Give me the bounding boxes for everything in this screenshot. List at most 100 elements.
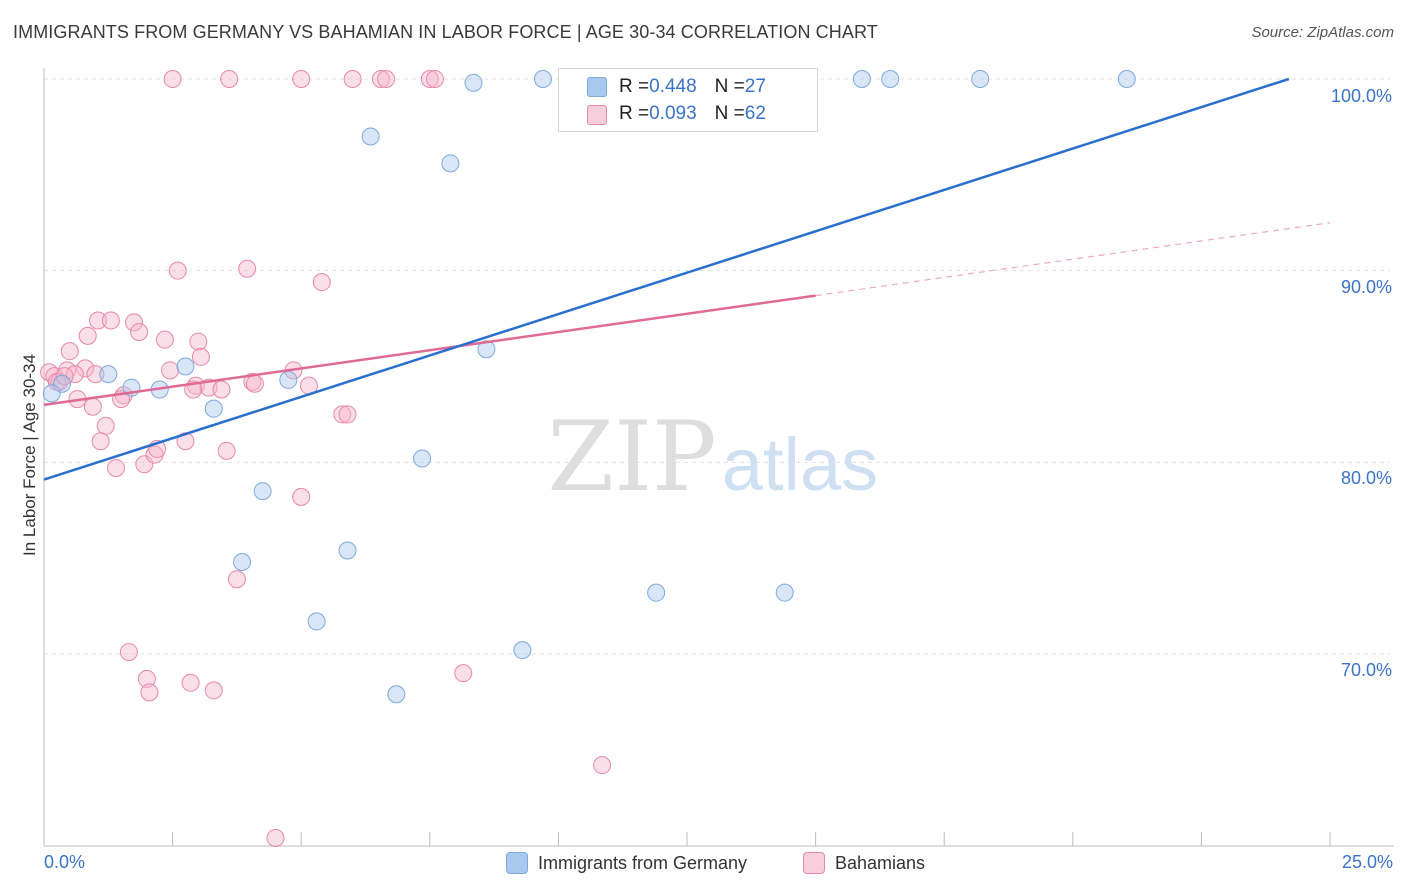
point-germany bbox=[441, 154, 460, 173]
point-bahamians bbox=[119, 643, 138, 662]
watermark: ZIP atlas bbox=[547, 401, 878, 513]
point-germany bbox=[852, 70, 871, 88]
point-bahamians bbox=[312, 273, 331, 292]
legend-item-bahamians: Bahamians bbox=[803, 852, 925, 874]
stats-swatch-germany bbox=[587, 77, 607, 97]
point-bahamians bbox=[181, 673, 200, 692]
point-germany bbox=[387, 685, 406, 704]
legend-item-germany: Immigrants from Germany bbox=[506, 852, 747, 874]
point-germany bbox=[253, 482, 272, 501]
point-germany bbox=[413, 449, 432, 468]
point-bahamians bbox=[130, 323, 149, 341]
point-germany bbox=[307, 612, 326, 631]
point-bahamians bbox=[338, 405, 357, 424]
y-tick-label-100: 100.0% bbox=[1330, 86, 1392, 106]
point-bahamians bbox=[91, 432, 110, 451]
r-value-bahamians: 0.093 bbox=[649, 103, 697, 124]
point-germany bbox=[775, 583, 794, 602]
point-bahamians bbox=[238, 259, 257, 278]
point-germany bbox=[99, 365, 118, 384]
point-bahamians bbox=[292, 70, 311, 88]
stats-row-germany: R = 0.448 N = 27 bbox=[619, 75, 766, 99]
point-bahamians bbox=[137, 669, 156, 688]
point-germany bbox=[233, 553, 252, 571]
point-germany bbox=[513, 641, 532, 660]
bahamians-points bbox=[40, 70, 612, 847]
point-bahamians bbox=[168, 261, 187, 280]
legend-label-bahamians: Bahamians bbox=[835, 852, 926, 873]
point-bahamians bbox=[161, 361, 180, 380]
point-germany bbox=[464, 73, 483, 92]
point-bahamians bbox=[227, 570, 246, 589]
chart-title: IMMIGRANTS FROM GERMANY VS BAHAMIAN IN L… bbox=[13, 22, 878, 42]
r-value-germany: 0.448 bbox=[649, 76, 697, 97]
point-germany bbox=[361, 127, 380, 146]
point-bahamians bbox=[60, 342, 79, 361]
point-bahamians bbox=[140, 683, 159, 702]
trendline-bahamians bbox=[43, 294, 816, 407]
trendline-germany bbox=[43, 77, 1290, 481]
gridlines bbox=[44, 78, 1390, 655]
source-credit: Source: ZipAtlas.com bbox=[1251, 24, 1394, 41]
point-bahamians bbox=[593, 756, 612, 775]
legend-label-germany: Immigrants from Germany bbox=[538, 852, 748, 873]
watermark-atlas: atlas bbox=[722, 423, 878, 506]
point-germany bbox=[477, 340, 496, 359]
stats-row-bahamians: R = 0.093 N = 62 bbox=[619, 102, 766, 126]
x-tick-label-min: 0.0% bbox=[44, 852, 86, 872]
point-germany bbox=[1117, 70, 1136, 88]
point-bahamians bbox=[78, 326, 97, 345]
point-bahamians bbox=[155, 330, 174, 349]
point-bahamians bbox=[76, 359, 95, 378]
point-bahamians bbox=[83, 397, 102, 416]
point-bahamians bbox=[212, 380, 231, 399]
axes bbox=[43, 68, 1394, 847]
point-bahamians bbox=[243, 372, 262, 391]
point-bahamians bbox=[101, 311, 120, 330]
point-bahamians bbox=[343, 70, 362, 88]
point-germany bbox=[881, 70, 900, 88]
point-bahamians bbox=[89, 311, 108, 330]
legend-swatch-germany bbox=[506, 852, 528, 874]
point-bahamians bbox=[96, 416, 115, 435]
point-bahamians bbox=[377, 70, 396, 88]
point-bahamians bbox=[454, 664, 473, 683]
correlation-stats-box: R = 0.448 N = 27 R = 0.093 N = 62 bbox=[558, 68, 818, 132]
point-bahamians bbox=[191, 347, 210, 366]
point-bahamians bbox=[245, 374, 264, 393]
n-value-germany: 27 bbox=[744, 76, 766, 97]
point-bahamians bbox=[425, 70, 444, 88]
point-bahamians bbox=[189, 332, 208, 351]
point-germany bbox=[647, 583, 666, 602]
point-bahamians bbox=[86, 365, 105, 384]
point-bahamians bbox=[220, 70, 239, 88]
point-germany bbox=[176, 357, 195, 376]
point-germany bbox=[971, 70, 990, 88]
y-tick-label-80: 80.0% bbox=[1340, 468, 1392, 488]
point-bahamians bbox=[371, 70, 390, 88]
point-germany bbox=[204, 399, 223, 418]
point-germany bbox=[338, 541, 357, 560]
watermark-zip: ZIP bbox=[547, 401, 716, 513]
n-label: N = bbox=[714, 103, 745, 124]
r-label: R = bbox=[619, 103, 650, 124]
y-tick-label-90: 90.0% bbox=[1340, 277, 1392, 297]
x-tick-label-max: 25.0% bbox=[1341, 852, 1393, 872]
point-bahamians bbox=[266, 829, 285, 847]
n-label: N = bbox=[714, 76, 745, 97]
stats-swatch-bahamians bbox=[587, 105, 607, 125]
point-germany bbox=[42, 384, 61, 403]
legend-swatch-bahamians bbox=[803, 852, 825, 874]
point-bahamians bbox=[125, 313, 144, 332]
point-bahamians bbox=[204, 681, 223, 700]
n-value-bahamians: 62 bbox=[744, 103, 766, 124]
point-bahamians bbox=[107, 459, 126, 478]
point-bahamians bbox=[333, 405, 352, 424]
point-bahamians bbox=[163, 70, 182, 88]
point-germany bbox=[533, 70, 552, 88]
trendline-bahamians-extension bbox=[815, 222, 1331, 297]
point-germany bbox=[279, 370, 298, 389]
y-tick-label-70: 70.0% bbox=[1340, 660, 1392, 680]
point-bahamians bbox=[292, 487, 311, 506]
